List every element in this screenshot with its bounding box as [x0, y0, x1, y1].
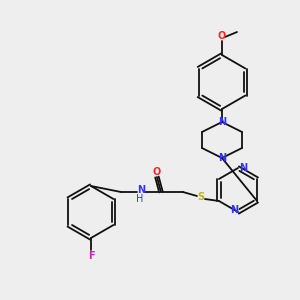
Text: N: N [218, 153, 226, 163]
Text: O: O [218, 31, 226, 41]
Text: S: S [197, 192, 205, 202]
Text: N: N [137, 185, 145, 195]
Text: O: O [153, 167, 161, 177]
Text: N: N [230, 205, 238, 215]
Text: H: H [136, 194, 144, 204]
Text: F: F [88, 251, 94, 261]
Text: N: N [239, 163, 247, 173]
Text: N: N [218, 117, 226, 127]
